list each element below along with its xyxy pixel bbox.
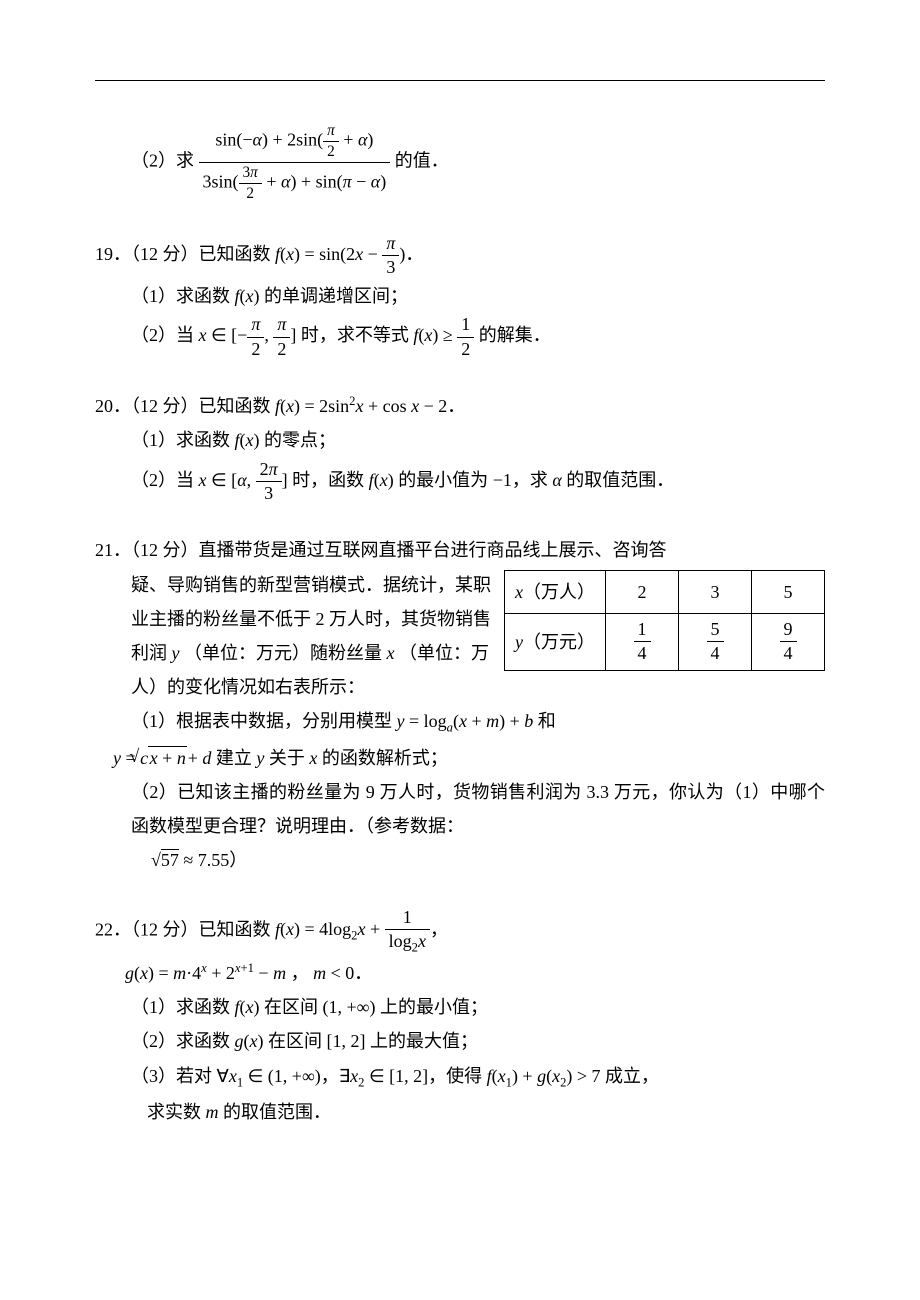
x-val-2: 5 [752,570,825,613]
th-x: x（万人） [505,570,606,613]
three-den: 3 [382,256,399,279]
header-rule [95,80,825,81]
p18-part2-prefix: （2）求 [131,150,194,170]
f-num: 1 [385,906,430,930]
x-val-1: 3 [679,570,752,613]
problem-19: 19．（12 分）已知函数 f(x) = sin(2x − π3)． （1）求函… [95,232,825,362]
y-val-1: 54 [679,613,752,670]
page-document: （2）求 sin(−α) + 2sin(π2 + α) 3sin(3π2 + α… [0,0,920,1197]
problem-18-part2: （2）求 sin(−α) + 2sin(π2 + α) 3sin(3π2 + α… [95,121,825,204]
th-y: y（万元） [505,613,606,670]
pi-num: π [382,232,399,256]
problem-22: 22．（12 分）已知函数 f(x) = 4log2x + 1log2x， g(… [95,906,825,1130]
comma: ， [430,919,448,939]
p18-fraction: sin(−α) + 2sin(π2 + α) 3sin(3π2 + α) + s… [199,121,391,204]
problem-20: 20．（12 分）已知函数 f(x) = 2sin2x + cos x − 2．… [95,389,825,505]
data-table: x（万人） 2 3 5 y（万元） 14 54 94 [504,570,825,671]
p18-part2-suffix: 的值． [395,150,449,170]
x-val-0: 2 [606,570,679,613]
problem-21: 21．（12 分）直播带货是通过互联网直播平台进行商品线上展示、咨询答 x（万人… [95,533,825,877]
y-val-0: 14 [606,613,679,670]
p19-head: 19．（12 分）已知函数 [95,244,271,264]
y-val-2: 94 [752,613,825,670]
